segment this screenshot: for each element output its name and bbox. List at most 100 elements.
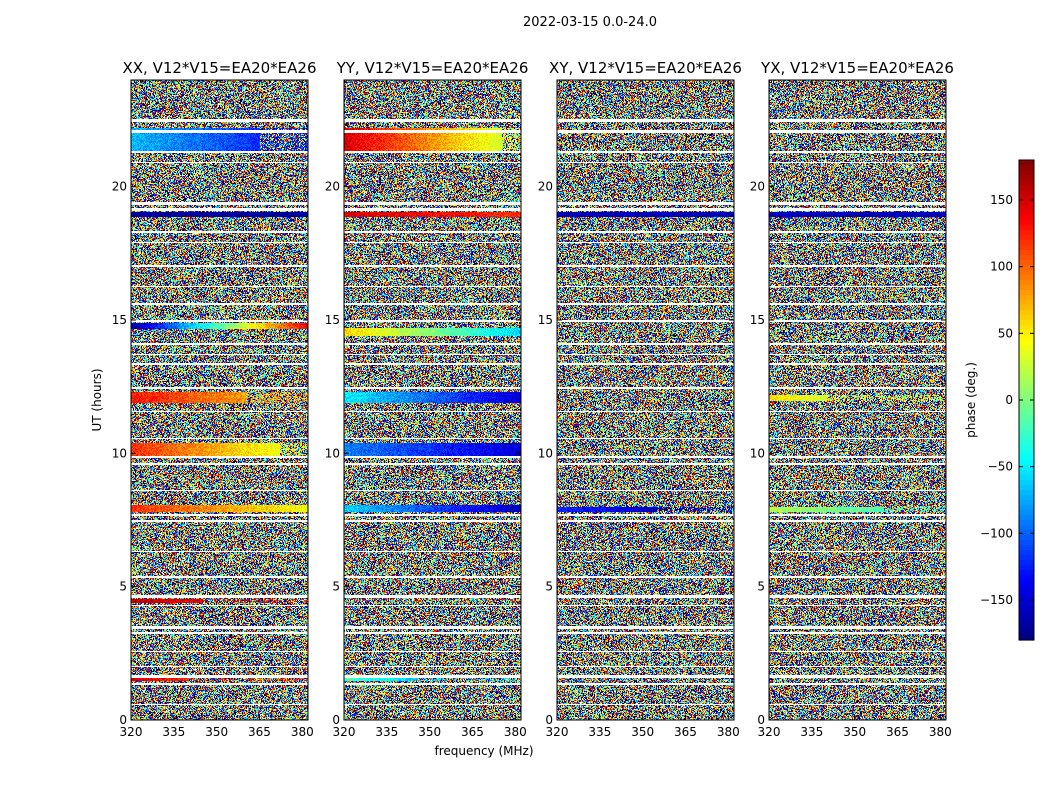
colorbar-swatch-25 — [1019, 285, 1034, 291]
colorbar-swatch-17 — [1019, 245, 1034, 251]
panel-1-frame — [343, 79, 522, 721]
colorbar-swatch-91 — [1019, 615, 1034, 621]
panel-0-heatmap — [131, 80, 308, 720]
colorbar-swatch-23 — [1019, 275, 1034, 281]
colorbar-swatch-56 — [1019, 440, 1034, 446]
panel-3-ytick-label-5: 5 — [757, 580, 765, 594]
panel-1-ytick-label-5: 5 — [332, 580, 340, 594]
colorbar-swatch-71 — [1019, 515, 1034, 521]
colorbar-swatch-34 — [1019, 330, 1034, 336]
colorbar-swatch-40 — [1019, 360, 1034, 366]
panel-0-xtick-label-335: 335 — [162, 725, 185, 739]
panel-3-xtick-label-320: 320 — [758, 725, 781, 739]
colorbar-swatch-52 — [1019, 420, 1034, 426]
panel-2-xtick-label-380: 380 — [717, 725, 740, 739]
colorbar-swatch-65 — [1019, 485, 1034, 491]
colorbar-swatch-33 — [1019, 325, 1034, 331]
panel-1-title: YY, V12*V15=EA20*EA26 — [336, 59, 529, 77]
colorbar-swatch-47 — [1019, 395, 1034, 401]
colorbar-swatch-72 — [1019, 520, 1034, 526]
colorbar-swatch-22 — [1019, 270, 1034, 276]
panel-1-xtick-label-380: 380 — [504, 725, 527, 739]
colorbar-swatch-76 — [1019, 540, 1034, 546]
colorbar-swatch-66 — [1019, 490, 1034, 496]
colorbar-swatch-63 — [1019, 475, 1034, 481]
colorbar-tick-label-0: 150 — [990, 193, 1013, 207]
panel-2-xtick-label-365: 365 — [674, 725, 697, 739]
colorbar-swatch-12 — [1019, 220, 1034, 226]
panel-3-ytick-label-20: 20 — [750, 180, 765, 194]
colorbar-tick-label-4: −50 — [988, 460, 1013, 474]
colorbar-swatch-6 — [1019, 190, 1034, 196]
panel-0-xtick-label-380: 380 — [291, 725, 314, 739]
colorbar-swatch-3 — [1019, 175, 1034, 181]
colorbar-swatch-67 — [1019, 495, 1034, 501]
panel-0-ytick-label-15: 15 — [112, 313, 127, 327]
colorbar-swatch-87 — [1019, 595, 1034, 601]
colorbar-swatch-64 — [1019, 480, 1034, 486]
colorbar-swatch-54 — [1019, 430, 1034, 436]
colorbar-swatch-45 — [1019, 385, 1034, 391]
colorbar-swatch-69 — [1019, 505, 1034, 511]
colorbar-swatch-9 — [1019, 205, 1034, 211]
colorbar-swatch-93 — [1019, 625, 1034, 631]
panel-2-xtick-label-320: 320 — [546, 725, 569, 739]
colorbar-swatch-61 — [1019, 465, 1034, 471]
panel-2-ytick-label-15: 15 — [538, 313, 553, 327]
panel-2-title: XY, V12*V15=EA20*EA26 — [549, 59, 742, 77]
colorbar-swatch-89 — [1019, 605, 1034, 611]
colorbar-swatch-18 — [1019, 250, 1034, 256]
colorbar-tick-label-3: 0 — [1005, 393, 1013, 407]
panel-1-ytick-label-10: 10 — [325, 446, 340, 460]
colorbar-tick-label-6: −150 — [980, 593, 1013, 607]
panel-1-ytick-label-20: 20 — [325, 180, 340, 194]
panel-3-xtick-label-350: 350 — [843, 725, 866, 739]
colorbar-swatch-7 — [1019, 195, 1034, 201]
colorbar-swatch-10 — [1019, 210, 1034, 216]
colorbar-swatch-83 — [1019, 575, 1034, 581]
colorbar-tick-label-5: −100 — [980, 526, 1013, 540]
panel-0-frame — [130, 79, 309, 721]
panel-1-xtick-label-335: 335 — [375, 725, 398, 739]
colorbar-swatch-2 — [1019, 170, 1034, 176]
colorbar-tick-label-2: 50 — [998, 326, 1013, 340]
colorbar-swatch-19 — [1019, 255, 1034, 261]
panel-2-ytick-label-5: 5 — [545, 580, 553, 594]
colorbar-label: phase (deg.) — [964, 362, 978, 438]
panel-2-frame — [556, 79, 735, 721]
panel-2-xtick-label-350: 350 — [631, 725, 654, 739]
colorbar-swatch-58 — [1019, 450, 1034, 456]
colorbar-swatch-43 — [1019, 375, 1034, 381]
panel-2: XY, V12*V15=EA20*EA26 320 335 350 365 380 0 5 10… — [538, 59, 742, 739]
colorbar-swatch-75 — [1019, 535, 1034, 541]
colorbar-swatch-77 — [1019, 545, 1034, 551]
colorbar-swatch-26 — [1019, 290, 1034, 296]
panel-0-ytick-label-20: 20 — [112, 180, 127, 194]
colorbar-swatch-80 — [1019, 560, 1034, 566]
colorbar-swatch-27 — [1019, 295, 1034, 301]
panel-0-xtick-label-350: 350 — [205, 725, 228, 739]
panel-3-xtick-label-335: 335 — [800, 725, 823, 739]
panel-3-heatmap — [769, 80, 946, 720]
colorbar-swatch-31 — [1019, 315, 1034, 321]
colorbar-swatch-36 — [1019, 340, 1034, 346]
colorbar-swatch-92 — [1019, 620, 1034, 626]
colorbar-swatch-70 — [1019, 510, 1034, 516]
panel-2-ytick-label-10: 10 — [538, 446, 553, 460]
colorbar-swatch-32 — [1019, 320, 1034, 326]
colorbar-swatch-90 — [1019, 610, 1034, 616]
x-axis-label: frequency (MHz) — [434, 744, 533, 758]
panel-3-ytick-label-0: 0 — [757, 713, 765, 727]
colorbar-swatch-44 — [1019, 380, 1034, 386]
colorbar-swatch-74 — [1019, 530, 1034, 536]
figure-suptitle: 2022-03-15 0.0-24.0 — [523, 15, 657, 30]
panel-3-xtick-label-380: 380 — [929, 725, 952, 739]
panel-2-ytick-label-0: 0 — [545, 713, 553, 727]
panel-0-title: XX, V12*V15=EA20*EA26 — [122, 59, 316, 77]
colorbar-swatch-85 — [1019, 585, 1034, 591]
panel-3-title: YX, V12*V15=EA20*EA26 — [760, 59, 954, 77]
colorbar-swatch-35 — [1019, 335, 1034, 341]
colorbar-swatch-5 — [1019, 185, 1034, 191]
colorbar-swatch-14 — [1019, 230, 1034, 236]
